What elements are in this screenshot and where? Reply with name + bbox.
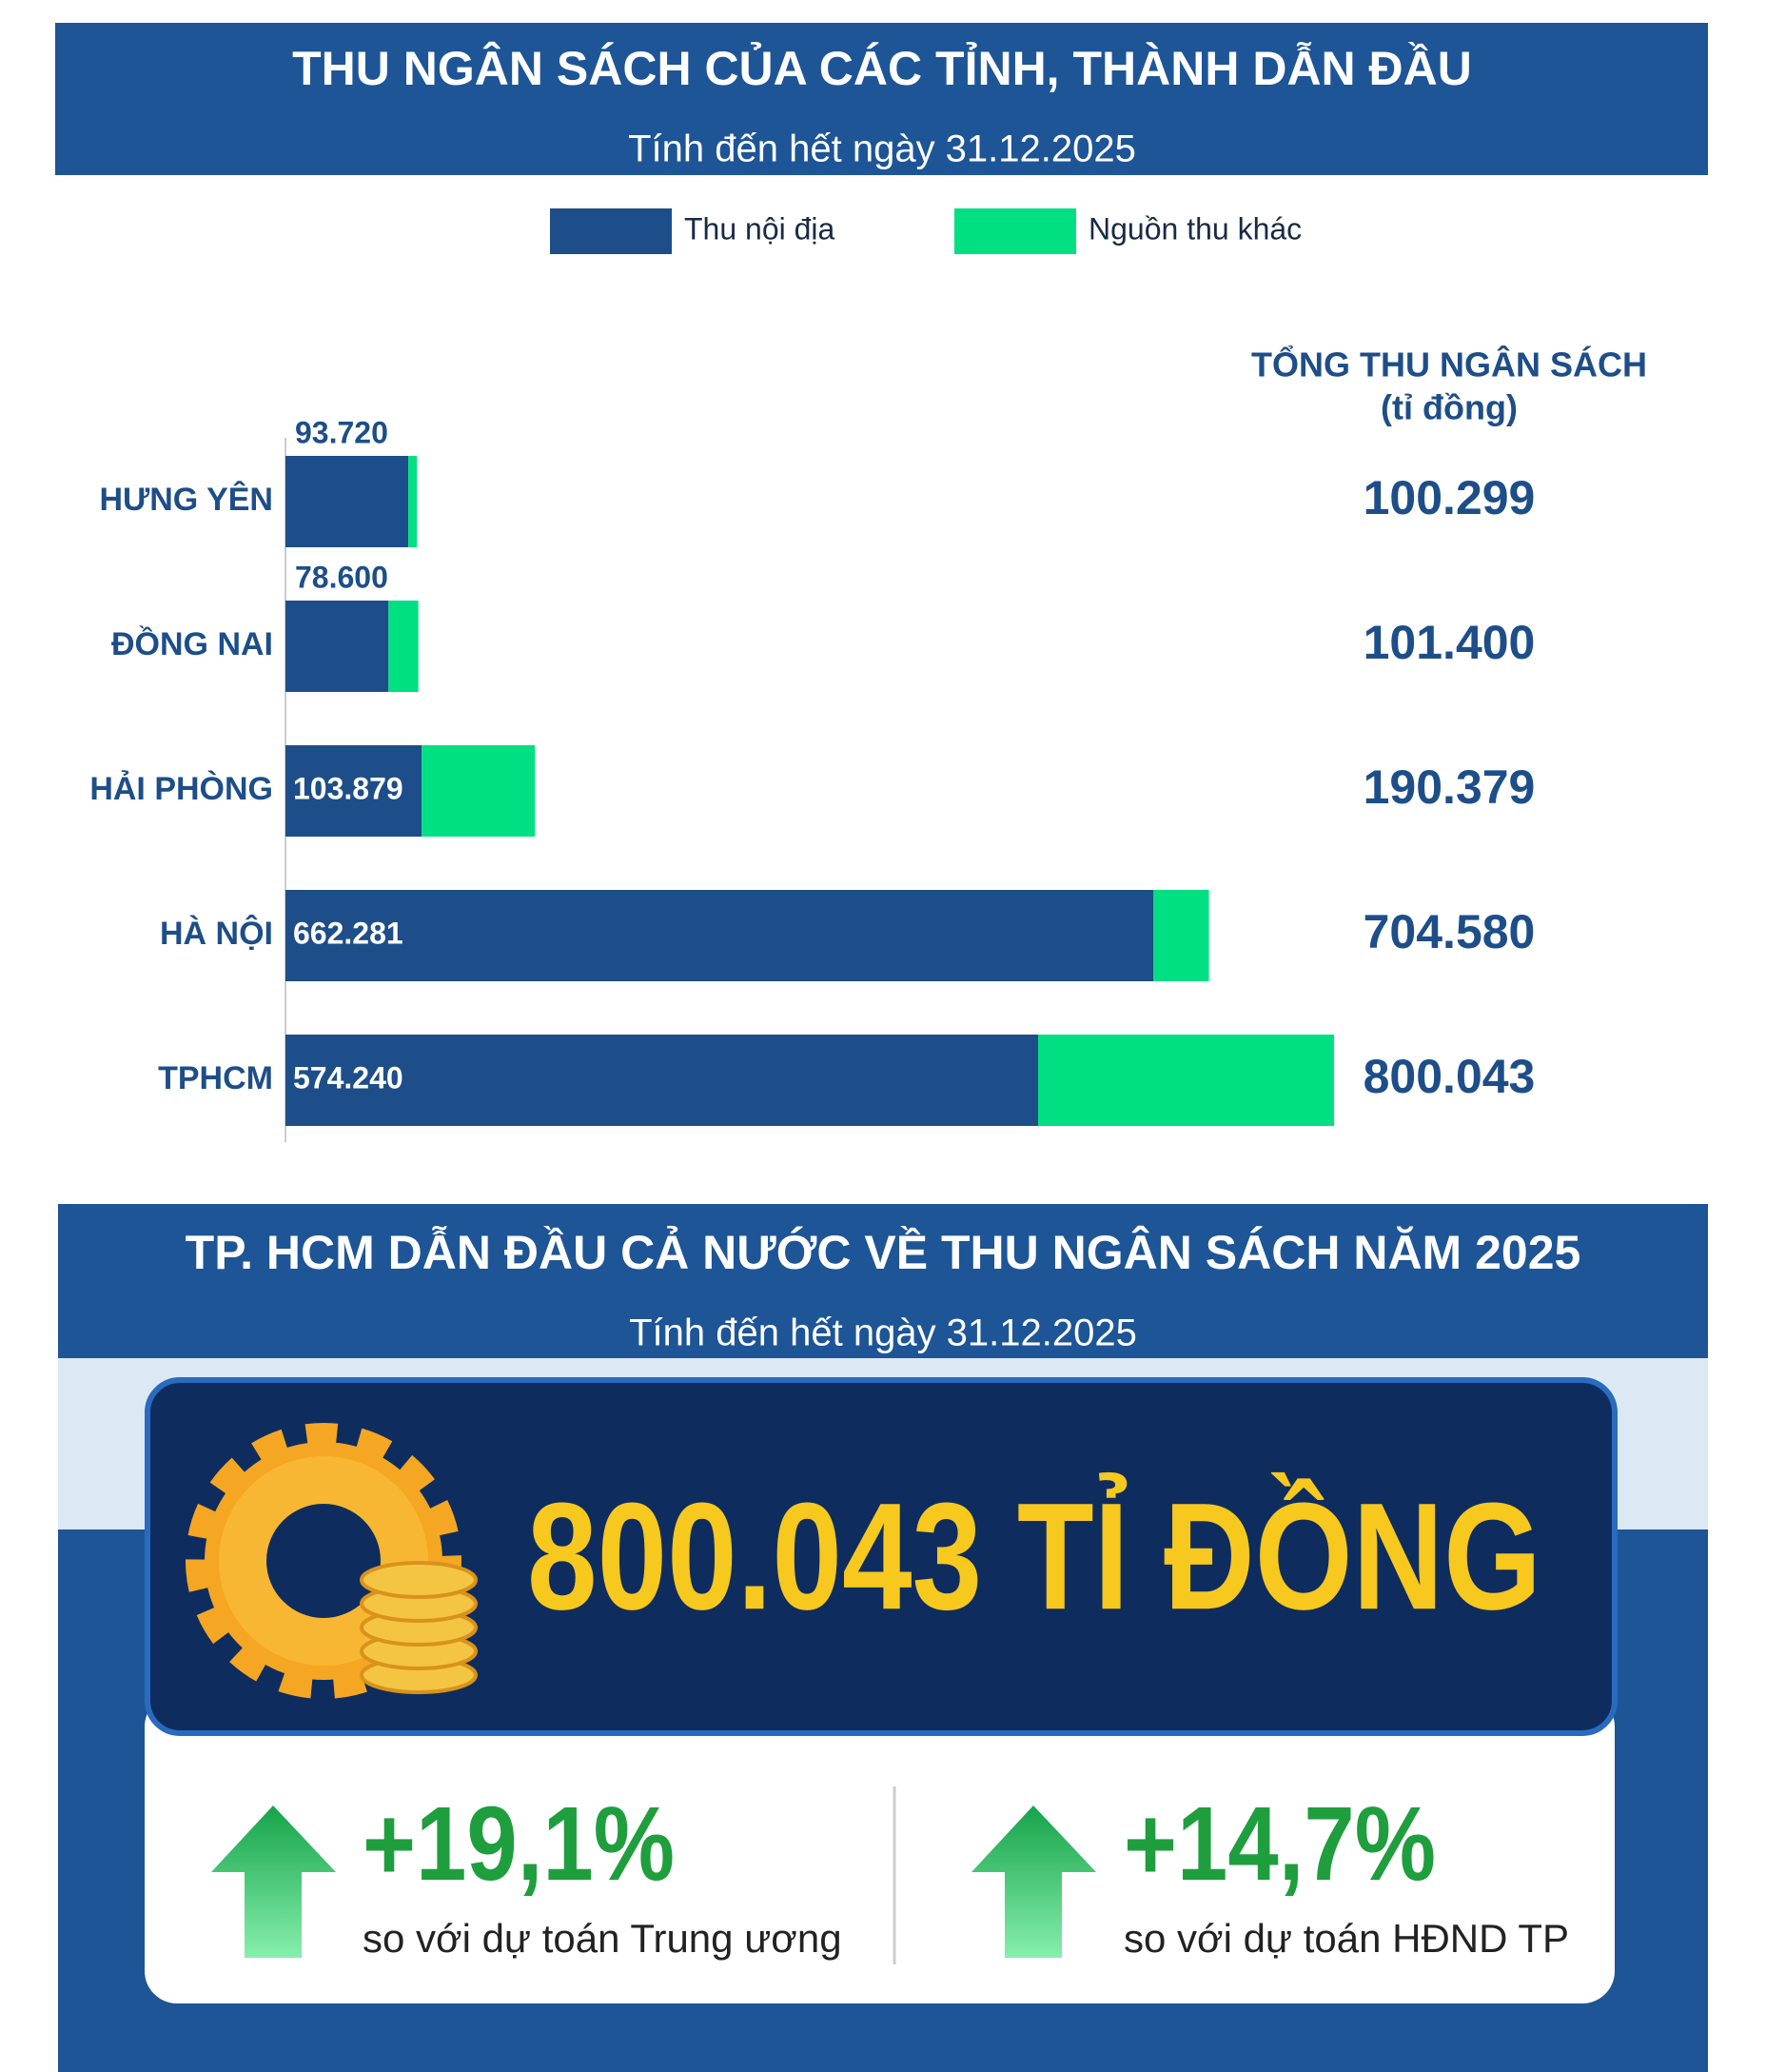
chart-title: THU NGÂN SÁCH CỦA CÁC TỈNH, THÀNH DẪN ĐẦ… xyxy=(292,41,1472,95)
legend-swatch xyxy=(550,208,672,254)
bar-segment xyxy=(1153,890,1209,981)
bar-segment xyxy=(1038,1035,1335,1126)
legend-label: Thu nội địa xyxy=(684,211,835,246)
up-arrow xyxy=(971,1806,1096,1958)
legend-swatch xyxy=(954,208,1076,254)
section-title: TP. HCM DẪN ĐẦU CẢ NƯỚC VỀ THU NGÂN SÁCH… xyxy=(186,1226,1581,1279)
category-label: TPHCM xyxy=(158,1060,273,1096)
stat-value: +19,1% xyxy=(363,1786,675,1903)
bar-segment xyxy=(285,890,1154,981)
value-label: 103.879 xyxy=(293,771,403,805)
header-band xyxy=(58,1204,1708,1358)
value-label: 574.240 xyxy=(293,1060,403,1095)
amount-card xyxy=(145,1377,1618,1736)
bar-segment xyxy=(408,456,418,547)
header-band xyxy=(55,23,1708,175)
stat-label: so với dự toán HĐND TP xyxy=(1124,1916,1569,1961)
bar-segment xyxy=(285,745,422,837)
category-label: ĐỒNG NAI xyxy=(111,626,273,662)
stats-card xyxy=(145,1694,1615,2003)
stat-value: +14,7% xyxy=(1124,1786,1436,1903)
chart-subtitle: Tính đến hết ngày 31.12.2025 xyxy=(628,128,1136,170)
gear-icon xyxy=(186,1423,478,1699)
value-label: 93.720 xyxy=(295,415,388,449)
total-label: 704.580 xyxy=(1364,905,1536,958)
total-label: 190.379 xyxy=(1364,760,1536,814)
value-label: 662.281 xyxy=(293,916,403,950)
legend-label: Nguồn thu khác xyxy=(1089,211,1302,246)
up-arrow xyxy=(211,1806,336,1958)
category-label: HÀ NỘI xyxy=(160,915,273,952)
category-label: HẢI PHÒNG xyxy=(89,771,273,807)
total-label: 800.043 xyxy=(1364,1050,1536,1103)
bar-segment xyxy=(422,745,536,837)
value-label: 78.600 xyxy=(295,560,388,594)
amount: 800.043 TỈ ĐỒNG xyxy=(527,1470,1541,1641)
bar-segment xyxy=(285,456,409,547)
total-label: 101.400 xyxy=(1364,616,1536,669)
bar-segment xyxy=(285,1035,1039,1126)
total-header: (tỉ đồng) xyxy=(1381,388,1518,427)
stat-label: so với dự toán Trung ương xyxy=(363,1916,842,1961)
bar-segment xyxy=(285,601,389,692)
total-label: 100.299 xyxy=(1364,471,1536,524)
bar-segment xyxy=(388,601,419,692)
total-header: TỔNG THU NGÂN SÁCH xyxy=(1251,344,1647,385)
category-label: HƯNG YÊN xyxy=(99,482,273,518)
section-subtitle: Tính đến hết ngày 31.12.2025 xyxy=(629,1312,1137,1354)
